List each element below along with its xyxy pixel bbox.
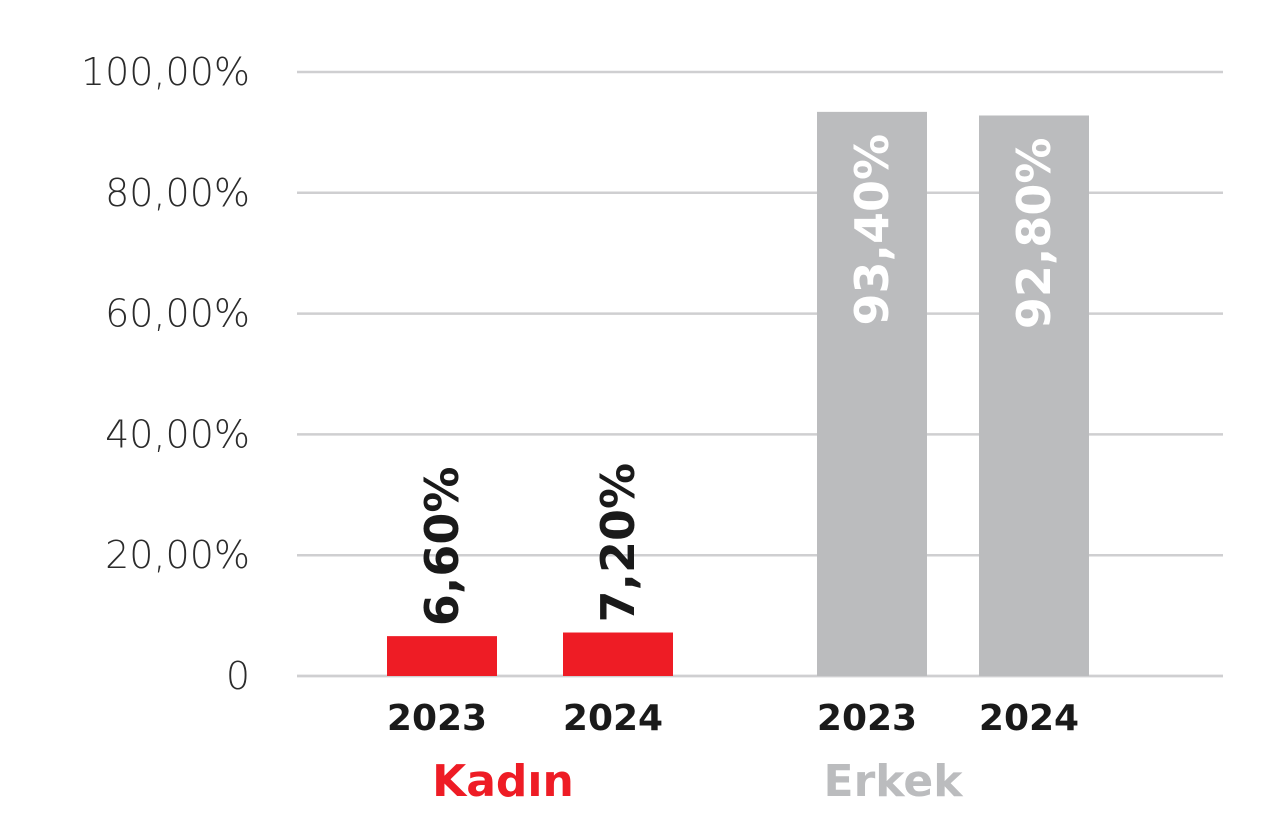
bar <box>563 632 673 676</box>
data-label: 93,40% <box>845 134 899 326</box>
y-tick-label: 20,00% <box>105 533 250 577</box>
group-label: Kadın <box>432 756 574 807</box>
x-tick-label: 2024 <box>563 698 663 739</box>
x-tick-label: 2023 <box>387 698 487 739</box>
data-label: 7,20% <box>591 463 645 623</box>
y-tick-label: 60,00% <box>105 292 250 336</box>
data-label: 6,60% <box>415 467 469 627</box>
bar <box>387 636 497 676</box>
x-tick-label: 2023 <box>817 698 917 739</box>
y-tick-label: 80,00% <box>105 171 250 215</box>
y-axis-ticks: 0 20,00% 40,00% 60,00% 80,00% 100,00% <box>81 50 250 698</box>
y-tick-label: 40,00% <box>105 412 250 456</box>
bar <box>979 115 1089 677</box>
x-axis-labels: 2023 2024 2023 2024 <box>387 698 1079 739</box>
group-labels: Kadın Erkek <box>432 756 964 807</box>
bars: 6,60% 7,20% 93,40% 92,80% <box>387 111 1089 677</box>
x-tick-label: 2024 <box>979 698 1079 739</box>
y-tick-label: 0 <box>226 654 250 698</box>
bar <box>817 111 927 676</box>
data-label: 92,80% <box>1007 137 1061 329</box>
group-label: Erkek <box>824 756 965 807</box>
y-tick-label: 100,00% <box>81 50 250 94</box>
